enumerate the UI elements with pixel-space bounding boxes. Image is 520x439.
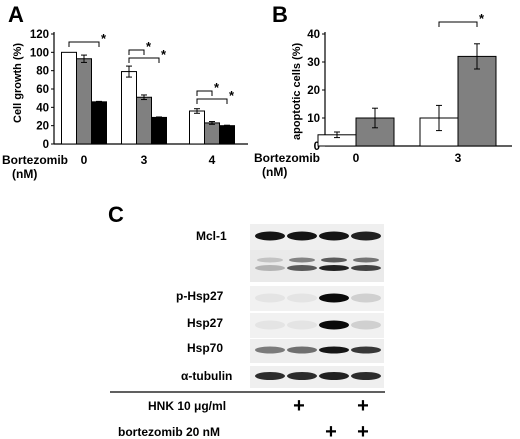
blot-band [319,231,349,241]
significance-bracket [196,90,213,96]
significance-star: * [101,31,107,46]
blot-band [287,265,317,271]
blot-band [319,346,349,354]
y-tick-label: 0 [43,139,49,151]
treatment-plus-signs: + + + + [293,395,369,439]
chart-a-plot: 0 20 40 60 80 100 120 0 3 4 * * * * * [30,29,248,167]
significance-bracket [438,21,478,27]
blot-band [255,320,285,330]
blot-label-hsp70: Hsp70 [187,341,223,355]
blot-band [287,320,317,330]
blot-strip [250,366,384,388]
treatment-label-hnk: HNK 10 μg/ml [148,399,226,413]
blot-band [351,346,381,354]
blot-band [255,346,285,354]
blot-label-p-hsp27: p-Hsp27 [176,289,224,303]
treatment-plus: + [325,421,337,439]
panel-a-xlabel-line1: Bortezomib [2,153,68,167]
blot-band [287,231,317,241]
blot-band [319,372,349,380]
western-blot [250,224,384,388]
y-tick-label: 100 [30,47,49,59]
treatment-plus: + [293,395,305,417]
panel-a-letter: A [8,2,24,27]
blot-band [319,293,349,303]
blot-band [353,257,379,263]
y-tick-label: 40 [307,29,320,41]
panel-a-xlabel-line2: (nM) [12,167,37,181]
x-tick-label: 0 [353,151,360,165]
chart-b-plot: 0 10 20 30 40 0 3 * [307,11,512,165]
blot-band [319,265,349,271]
bar [457,55,497,147]
blot-band [289,257,315,263]
blot-label-hsp27: Hsp27 [187,316,223,330]
bar [151,116,167,145]
significance-bracket [68,41,100,47]
blot-band [257,257,283,263]
panel-b-letter: B [272,2,288,27]
treatment-plus: + [357,395,369,417]
blot-label-tubulin: α-tubulin [181,369,232,383]
blot-band [255,372,285,380]
y-tick-label: 0 [314,141,320,153]
x-tick-label: 4 [209,153,216,167]
bar [61,51,77,145]
y-tick-label: 20 [307,85,320,97]
bar [91,101,107,145]
blot-band [351,372,381,380]
blot-band [351,293,381,303]
blot-band [255,265,285,271]
bar [76,58,92,145]
significance-star: * [146,39,152,54]
treatment-label-bortezomib: bortezomib 20 nM [118,425,220,439]
bar [219,125,235,145]
blot-band [319,320,349,330]
bar [121,71,137,145]
significance-star: * [214,80,220,95]
panel-c-letter: C [108,202,124,227]
y-tick-label: 120 [30,29,49,41]
y-tick-label: 60 [36,84,49,96]
blot-band [287,346,317,354]
x-tick-label: 0 [81,153,88,167]
x-tick-label: 3 [455,151,462,165]
bar [204,122,220,145]
panel-b-xlabel-line2: (nM) [262,165,287,179]
panel-b-ylabel: apoptotic cells (%) [291,42,303,140]
blot-band [351,320,381,330]
panel-a-ylabel: Cell growth (%) [12,43,24,123]
bar [136,96,152,145]
y-tick-label: 10 [307,113,320,125]
significance-star: * [479,11,485,26]
blot-band [321,257,347,263]
blot-band [287,372,317,380]
significance-star: * [229,88,235,103]
significance-bracket [128,57,160,63]
x-tick-label: 3 [141,153,148,167]
treatment-plus: + [357,421,369,439]
blot-band [351,265,381,271]
blot-band [287,293,317,303]
significance-star: * [161,47,167,62]
blot-band [255,293,285,303]
panel-b-xlabel-line1: Bortezomib [254,151,320,165]
blot-label-mcl1: Mcl-1 [196,229,227,243]
y-tick-label: 30 [307,57,320,69]
blot-band [351,231,381,241]
bar [189,110,205,145]
significance-bracket [128,49,145,55]
y-tick-label: 20 [36,121,49,133]
blot-band [255,231,285,241]
y-tick-label: 40 [36,102,49,114]
significance-bracket [196,98,228,104]
y-tick-label: 80 [36,66,49,78]
